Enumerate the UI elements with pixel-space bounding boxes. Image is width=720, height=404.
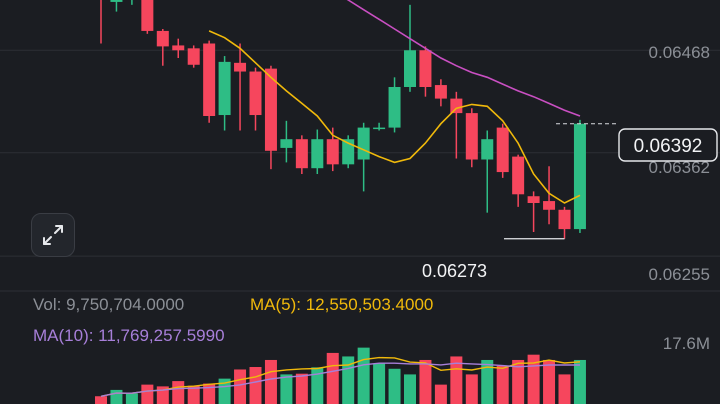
volume-bar — [373, 363, 386, 404]
volume-bar — [295, 373, 308, 404]
candle-body — [496, 127, 509, 173]
candle-body — [527, 196, 540, 203]
candle-body — [465, 113, 478, 160]
volume-bar — [481, 359, 494, 404]
candle-body — [573, 123, 586, 230]
expand-chart-button[interactable] — [31, 213, 75, 257]
candle-body — [110, 0, 123, 2]
candle-body — [187, 48, 200, 65]
candle-body — [419, 50, 432, 87]
current-price-badge: 0.06392 — [618, 128, 718, 162]
expand-icon — [43, 225, 63, 245]
low-price-label: 0.06273 — [422, 261, 487, 281]
candle-body — [156, 30, 169, 47]
volume-bar — [187, 385, 200, 404]
candle-body — [558, 209, 571, 230]
volume-axis-label: 17.6M — [663, 334, 710, 353]
volume-bar — [311, 367, 324, 404]
candle-body — [218, 61, 231, 116]
volume-bar — [465, 374, 478, 404]
candle-body — [481, 139, 494, 160]
volume-bar — [388, 368, 401, 404]
volume-bar — [280, 374, 293, 404]
volume-bar — [450, 356, 463, 404]
ma5-line — [208, 30, 581, 204]
volume-bar — [141, 384, 154, 404]
volume-bar — [326, 352, 339, 404]
volume-bar — [573, 359, 586, 404]
candle-body — [249, 71, 262, 116]
price-tick-label: 0.06468 — [649, 43, 710, 62]
volume-bar — [527, 354, 540, 404]
candle-body — [357, 127, 370, 160]
volume-bar — [172, 381, 185, 404]
price-axis: 0.06468 0.06362 0.06255 — [649, 43, 710, 284]
low-price-marker: 0.06273 — [422, 238, 565, 281]
current-price-label: 0.06392 — [634, 136, 703, 157]
volume-label: Vol: 9,750,704.0000 — [33, 295, 184, 314]
candle-body — [234, 62, 247, 72]
price-tick-label: 0.06362 — [649, 158, 710, 177]
volume-ma5-label: MA(5): 12,550,503.4000 — [250, 295, 433, 314]
candle-body — [172, 45, 185, 51]
candle-body — [141, 0, 154, 31]
grid-lines — [0, 49, 720, 292]
candle-body — [434, 85, 447, 99]
volume-bar — [125, 393, 138, 404]
volume-ma10-line — [100, 362, 580, 397]
volume-bar — [234, 369, 247, 404]
volume-bar — [419, 359, 432, 404]
candle-body — [326, 139, 339, 165]
ma10-line — [346, 0, 581, 117]
candle-body — [543, 201, 556, 210]
volume-bar — [434, 384, 447, 404]
candle-body — [373, 127, 386, 130]
volume-bar — [110, 389, 123, 404]
candle-body — [311, 139, 324, 169]
candle-body — [512, 156, 525, 195]
volume-bar — [543, 359, 556, 404]
candle-body — [264, 68, 277, 151]
candle-body — [388, 87, 401, 128]
volume-bar — [512, 359, 525, 404]
candle-body — [450, 98, 463, 114]
volume-bar — [558, 374, 571, 404]
price-tick-label: 0.06255 — [649, 265, 710, 284]
volume-bar — [203, 383, 216, 404]
volume-bar — [218, 378, 231, 404]
candle-body — [404, 50, 416, 87]
candles — [100, 0, 586, 239]
volume-bar — [264, 359, 277, 404]
candle-body — [280, 139, 293, 148]
candle-body — [342, 139, 355, 165]
volume-bar — [249, 367, 262, 404]
volume-bars — [95, 347, 586, 404]
candle-body — [203, 43, 216, 116]
volume-bar — [496, 365, 509, 404]
volume-bar — [357, 347, 370, 404]
candle-body — [295, 139, 308, 169]
volume-ma5-line — [100, 356, 581, 397]
volume-bar — [404, 374, 416, 404]
volume-bar — [95, 396, 107, 404]
volume-ma10-label: MA(10): 11,769,257.5990 — [33, 326, 225, 345]
